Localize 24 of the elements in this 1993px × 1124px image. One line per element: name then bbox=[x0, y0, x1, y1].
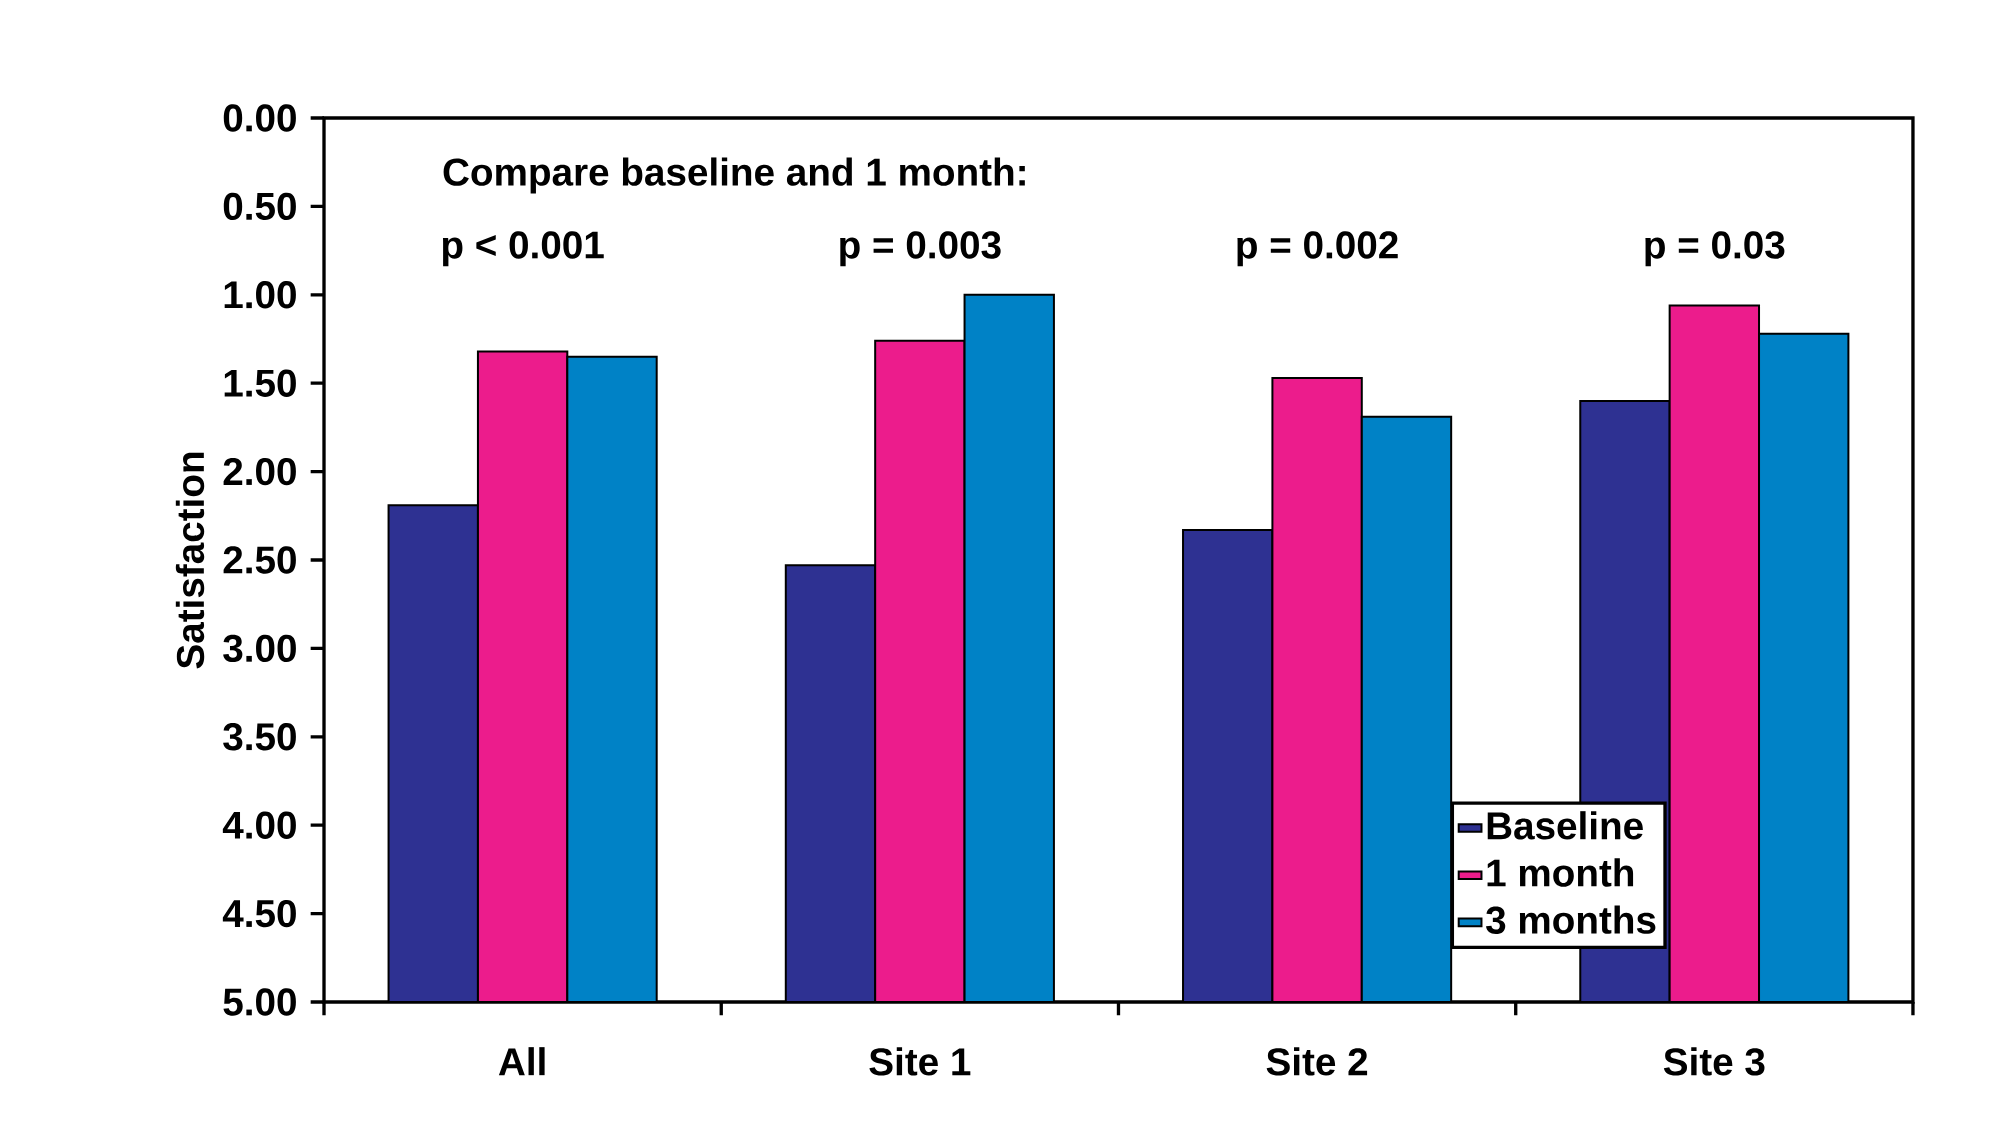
x-tick-label: Site 1 bbox=[869, 1047, 971, 1076]
annotation: p = 0.03 bbox=[1645, 231, 1785, 267]
x-tick-label: All bbox=[498, 1047, 545, 1076]
y-tick-label: 2.50 bbox=[223, 546, 296, 574]
y-tick-label: 4.00 bbox=[222, 811, 296, 839]
y-tick-label: 3.50 bbox=[223, 723, 296, 751]
y-tick-label: 1.00 bbox=[224, 281, 296, 309]
legend-label: 1 month bbox=[1487, 858, 1634, 887]
annotation: p = 0.003 bbox=[840, 231, 1001, 267]
legend-label: Baseline bbox=[1487, 811, 1643, 840]
y-tick-label: 2.00 bbox=[223, 457, 296, 486]
x-tick-label: Site 3 bbox=[1663, 1047, 1765, 1076]
y-tick-label: 1.50 bbox=[224, 369, 296, 397]
annotation: p < 0.001 bbox=[442, 231, 604, 267]
annotation: Compare baseline and 1 month: bbox=[443, 157, 1025, 194]
y-tick-label: 3.00 bbox=[223, 634, 296, 663]
y-tick-label: 4.50 bbox=[222, 899, 296, 928]
x-tick-label: Site 2 bbox=[1266, 1047, 1368, 1076]
legend-label: 3 months bbox=[1486, 905, 1656, 934]
y-tick-label: 5.00 bbox=[223, 988, 296, 1016]
annotation: p = 0.002 bbox=[1237, 231, 1398, 267]
y-tick-label: 0.50 bbox=[223, 192, 296, 221]
y-axis-title: Satisfaction bbox=[175, 452, 205, 669]
y-tick-label: 0.00 bbox=[223, 104, 296, 132]
